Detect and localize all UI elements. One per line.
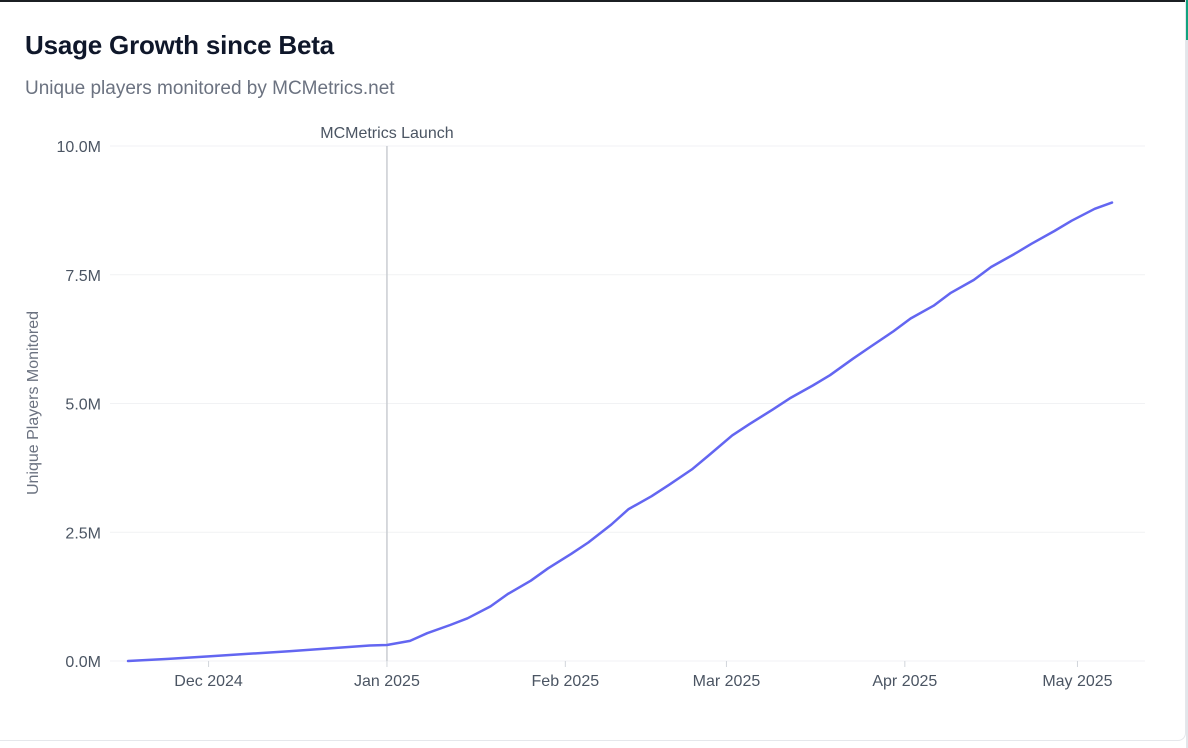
chart-subtitle: Unique players monitored by MCMetrics.ne…: [25, 78, 395, 99]
x-tick-label: Dec 2024: [174, 673, 243, 690]
window-right-border: [1186, 0, 1188, 748]
x-tick-label: Jan 2025: [354, 673, 420, 690]
y-tick-label: 5.0M: [65, 397, 101, 414]
series-lines: [126, 201, 1114, 663]
gridlines: [110, 145, 1145, 662]
y-axis: 0.0M 2.5M 5.0M 7.5M 10.0M: [57, 139, 101, 671]
y-tick-label: 7.5M: [65, 268, 101, 285]
chart-title: Usage Growth since Beta: [25, 30, 334, 60]
y-tick-label: 0.0M: [65, 654, 101, 671]
x-axis: Dec 2024 Jan 2025 Feb 2025 Mar 2025 Apr 2025…: [174, 661, 1113, 690]
y-tick-label: 2.5M: [65, 525, 101, 542]
x-tick-label: May 2025: [1042, 673, 1112, 690]
y-tick-label: 10.0M: [57, 139, 101, 156]
window-right-accent: [1186, 0, 1188, 40]
x-tick-label: Feb 2025: [532, 673, 600, 690]
annotations: MCMetrics Launch: [320, 125, 454, 661]
launch-marker-label: MCMetrics Launch: [320, 125, 453, 142]
window-top-border: [0, 0, 1188, 2]
series-line: [126, 201, 1114, 663]
x-tick-label: Apr 2025: [872, 673, 937, 690]
y-axis-title: Unique Players Monitored: [25, 311, 42, 495]
x-tick-label: Mar 2025: [693, 673, 761, 690]
